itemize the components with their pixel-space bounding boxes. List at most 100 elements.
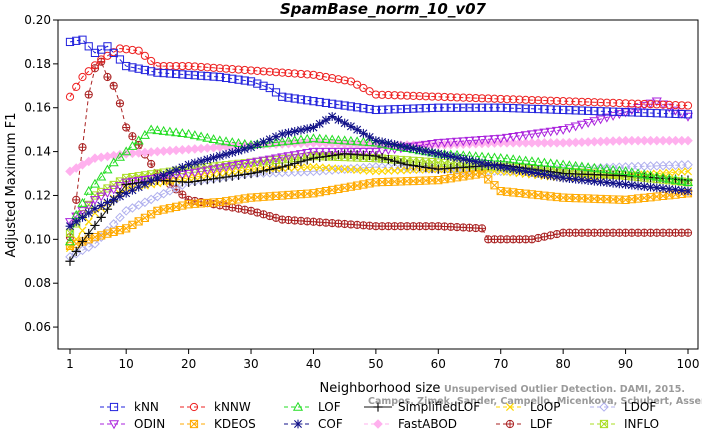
- data-point: [83, 242, 94, 252]
- legend-item: kNNW: [180, 400, 251, 414]
- data-point: [327, 112, 337, 121]
- y-tick-label: 0.08: [24, 276, 51, 290]
- data-point: [77, 159, 88, 170]
- data-point: [265, 67, 274, 76]
- data-point: [246, 77, 256, 86]
- data-point: [246, 66, 256, 75]
- data-point: [84, 42, 93, 51]
- data-point: [65, 228, 75, 237]
- data-point: [77, 197, 88, 207]
- data-point: [340, 101, 349, 110]
- legend-item: INFLO: [590, 417, 659, 431]
- data-point: [402, 91, 412, 100]
- x-tick-label: 90: [618, 357, 633, 371]
- data-point: [84, 217, 93, 226]
- data-point: [315, 97, 324, 107]
- data-point: [658, 184, 668, 193]
- data-point: [190, 71, 199, 80]
- data-point: [265, 134, 275, 144]
- data-point: [515, 104, 524, 113]
- data-point: [558, 159, 569, 169]
- data-point: [396, 91, 405, 100]
- data-point: [302, 124, 312, 134]
- data-point: [433, 149, 443, 159]
- data-point: [595, 115, 606, 125]
- series-odin: [64, 97, 694, 227]
- data-point: [233, 170, 244, 180]
- data-point: [646, 182, 655, 192]
- data-point: [509, 95, 518, 104]
- legend-item: COF: [284, 417, 343, 431]
- data-point: [403, 166, 412, 175]
- data-point: [209, 153, 218, 163]
- data-point: [402, 160, 412, 170]
- data-point: [209, 63, 218, 72]
- data-point: [320, 134, 331, 144]
- data-point: [371, 136, 381, 146]
- data-point: [664, 184, 674, 194]
- data-point: [640, 99, 649, 109]
- data-point: [159, 170, 169, 180]
- data-point: [559, 105, 568, 115]
- data-point: [346, 121, 356, 131]
- series-cof: [65, 112, 693, 231]
- data-point: [221, 172, 231, 182]
- data-point: [320, 147, 331, 157]
- data-point: [139, 175, 150, 185]
- legend-item: SimplifiedLOF: [364, 400, 480, 414]
- data-point: [671, 101, 680, 110]
- legend-label: LDOF: [624, 400, 656, 414]
- data-point: [114, 182, 125, 192]
- data-point: [483, 135, 494, 145]
- x-tick-label: 1: [66, 357, 74, 371]
- data-point: [489, 135, 500, 145]
- legend-label: ODIN: [134, 417, 165, 431]
- data-point: [670, 174, 681, 184]
- data-point: [621, 108, 630, 117]
- data-point: [83, 185, 94, 195]
- data-point: [108, 185, 119, 195]
- data-point: [683, 135, 693, 146]
- data-point: [184, 177, 194, 187]
- data-point: [196, 175, 206, 186]
- data-point: [396, 141, 406, 151]
- legend-swatch-marker: [599, 402, 609, 412]
- data-point: [290, 94, 299, 103]
- data-point: [339, 135, 350, 145]
- data-point: [571, 97, 580, 106]
- data-point: [534, 96, 543, 105]
- data-point: [253, 66, 262, 75]
- data-point: [277, 136, 288, 146]
- data-point: [420, 140, 431, 150]
- data-point: [271, 68, 281, 77]
- data-point: [533, 138, 543, 148]
- data-point: [608, 178, 618, 188]
- data-point: [78, 143, 87, 152]
- data-point: [446, 103, 455, 112]
- x-axis: 1 10 20 30 40 50 60 70 80 90 100: [66, 349, 699, 371]
- data-point: [190, 62, 199, 71]
- data-point: [72, 36, 81, 45]
- data-point: [345, 135, 356, 145]
- data-point: [103, 42, 112, 51]
- data-point: [577, 106, 586, 115]
- data-point: [153, 61, 162, 71]
- data-point: [427, 140, 438, 149]
- data-point: [208, 134, 219, 144]
- x-tick-label: 70: [493, 357, 508, 371]
- data-point: [421, 146, 431, 156]
- x-tick-label: 60: [431, 357, 446, 371]
- data-point: [671, 109, 680, 118]
- data-point: [353, 103, 362, 112]
- data-point: [121, 206, 131, 216]
- data-point: [565, 106, 574, 115]
- data-point: [390, 156, 400, 166]
- data-point: [415, 92, 424, 101]
- data-point: [657, 172, 669, 182]
- data-point: [602, 178, 612, 187]
- data-point: [527, 168, 537, 177]
- data-point: [633, 108, 643, 117]
- data-point: [147, 67, 156, 76]
- data-point: [121, 188, 131, 198]
- data-point: [558, 173, 568, 183]
